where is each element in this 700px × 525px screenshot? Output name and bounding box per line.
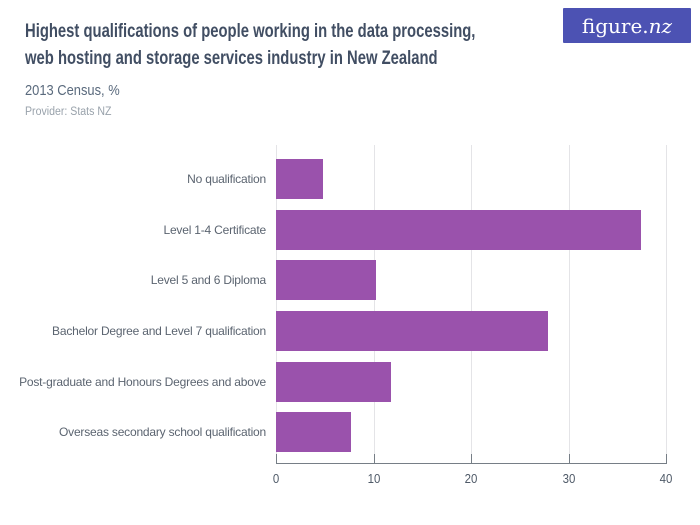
tick-label: 40 <box>659 471 673 486</box>
tick-mark <box>276 454 277 464</box>
logo-text-suffix: nz <box>648 13 673 38</box>
tick-mark <box>373 454 375 464</box>
bar-row <box>276 159 683 210</box>
tick-mark <box>568 454 570 464</box>
tick-label: 0 <box>272 471 280 486</box>
category-label: Post-graduate and Honours Degrees and ab… <box>19 374 266 389</box>
label-row: Level 1-4 Certificate <box>0 210 266 261</box>
figurenz-logo[interactable]: figure. nz <box>563 8 691 43</box>
bar-row <box>276 209 683 261</box>
bar <box>276 361 392 402</box>
plot-area <box>276 145 683 463</box>
bar-row <box>276 260 683 311</box>
provider-attribution: Provider: Stats NZ <box>25 106 112 118</box>
label-row: Post-graduate and Honours Degrees and ab… <box>0 362 266 413</box>
tick-label: 10 <box>367 471 380 486</box>
logo-text-prefix: figure. <box>581 13 649 38</box>
category-label: Bachelor Degree and Level 7 qualificatio… <box>52 324 266 339</box>
category-label: Level 5 and 6 Diploma <box>150 273 266 288</box>
bar <box>276 311 549 352</box>
label-row: Bachelor Degree and Level 7 qualificatio… <box>0 311 266 362</box>
bar-row <box>276 412 683 463</box>
bar <box>276 412 352 453</box>
gridline <box>666 145 667 463</box>
category-label: No qualification <box>187 172 266 186</box>
bar-row <box>276 311 683 362</box>
tick-mark <box>666 454 667 464</box>
chart-subtitle: 2013 Census, % <box>25 82 120 99</box>
bar <box>276 260 377 301</box>
title-line-2: web hosting and storage services industr… <box>25 47 438 69</box>
label-row: Level 5 and 6 Diploma <box>0 260 266 311</box>
label-row: No qualification <box>0 159 266 210</box>
title-line-1: Highest qualifications of people working… <box>25 20 476 42</box>
category-label: Overseas secondary school qualification <box>59 425 266 440</box>
bar-row <box>276 361 683 413</box>
bar-rows <box>276 159 683 463</box>
gridline <box>373 145 375 463</box>
gridline <box>471 145 472 463</box>
tick-label: 30 <box>562 471 575 486</box>
category-label: Level 1-4 Certificate <box>163 222 266 237</box>
bar-chart: No qualification Level 1-4 Certificate Lev… <box>0 145 683 463</box>
category-labels: No qualification Level 1-4 Certificate Lev… <box>0 145 276 463</box>
bar <box>276 159 323 199</box>
page-title: Highest qualifications of people working… <box>25 18 475 72</box>
tick-label: 20 <box>464 471 478 486</box>
gridline <box>568 145 570 463</box>
tick-mark <box>471 454 472 464</box>
x-axis: 0 10 20 30 40 <box>273 454 672 486</box>
label-row: Overseas secondary school qualification <box>0 412 266 463</box>
bar <box>276 209 641 250</box>
gridline <box>276 145 277 463</box>
